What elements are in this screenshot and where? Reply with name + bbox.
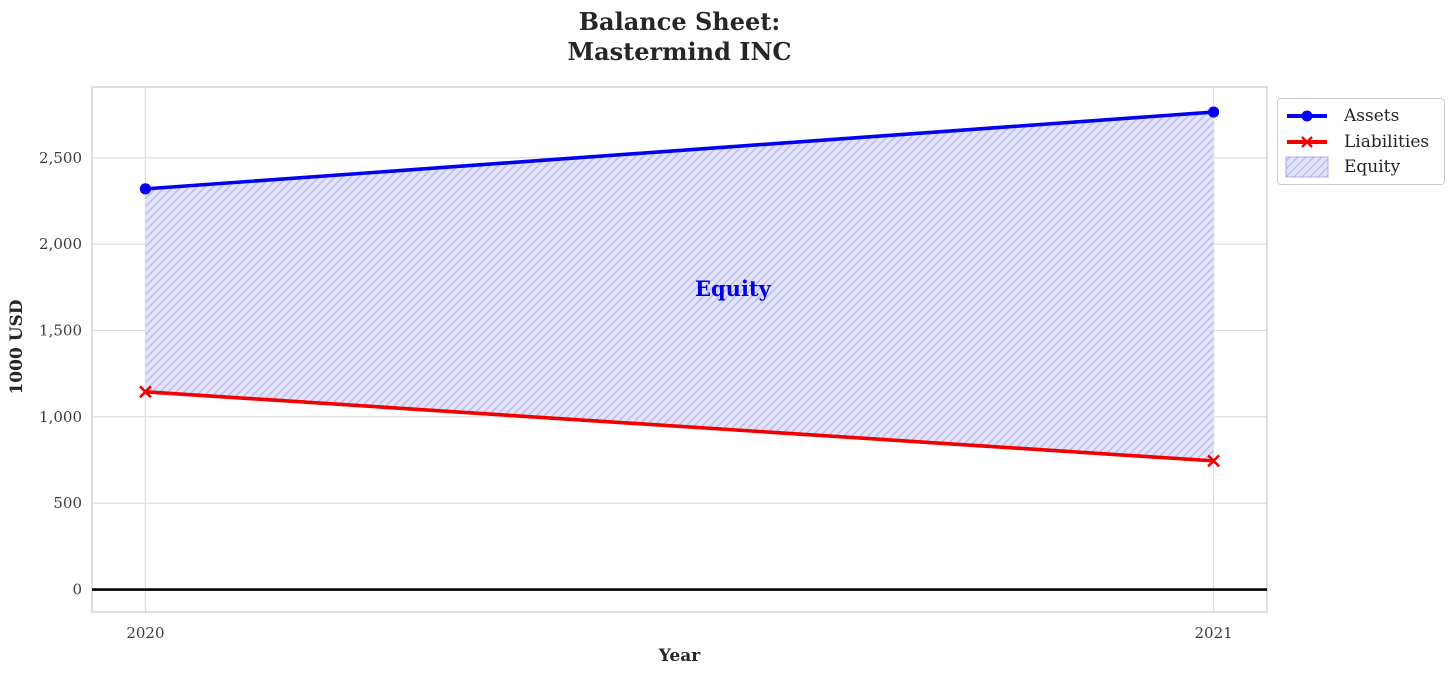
plot-frame — [91, 86, 1268, 613]
data-point-circle-marker — [1207, 106, 1220, 118]
legend-item-assets: Assets — [1284, 103, 1438, 129]
legend-item-equity: Equity — [1284, 154, 1438, 180]
equity-area — [145, 112, 1214, 461]
x-tick-label: 2021 — [1194, 624, 1232, 642]
liabilities-line — [143, 390, 1216, 463]
equity-annotation: Equity — [695, 276, 772, 301]
chart-title: Balance Sheet: Mastermind INC — [567, 7, 792, 66]
legend-item-liabilities: Liabilities — [1284, 129, 1438, 155]
assets-line — [143, 110, 1216, 191]
y-tick-label: 2,000 — [39, 235, 82, 253]
hatched-swatch-icon — [1285, 156, 1329, 178]
data-point-x-marker — [138, 385, 152, 399]
legend-label: Assets — [1344, 105, 1400, 126]
y-tick-label: 2,500 — [39, 149, 82, 167]
line-x-swatch-icon — [1287, 135, 1327, 148]
line-circle-swatch-icon — [1287, 110, 1327, 122]
legend: Assets Liabilities Equity — [1277, 98, 1445, 185]
data-point-x-marker — [1207, 454, 1221, 468]
x-tick-label: 2020 — [126, 624, 164, 642]
y-tick-label: 1,000 — [39, 408, 82, 426]
data-point-circle-marker — [139, 183, 152, 195]
legend-label: Liabilities — [1344, 131, 1430, 152]
y-tick-label: 1,500 — [39, 322, 82, 340]
x-axis-label: Year — [658, 646, 701, 666]
legend-label: Equity — [1344, 157, 1401, 178]
y-tick-label: 500 — [53, 494, 82, 512]
y-tick-label: 0 — [72, 581, 82, 599]
